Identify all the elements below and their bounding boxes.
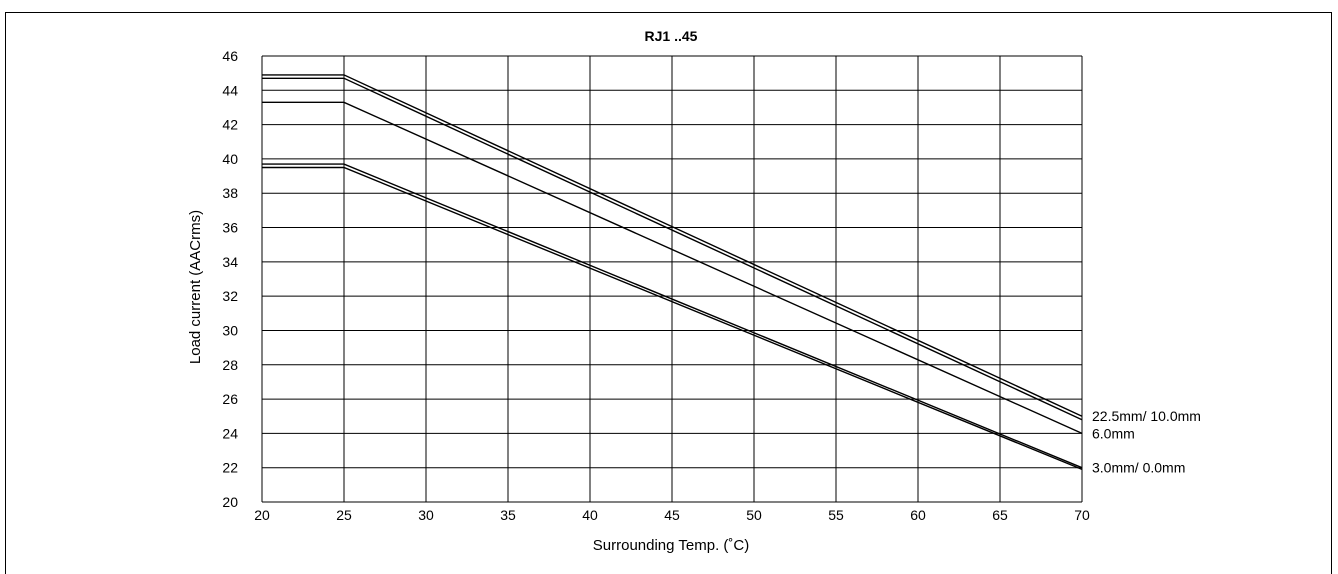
y-tick-label-3: 26 (222, 391, 238, 407)
y-tick-label-2: 24 (222, 425, 238, 441)
y-tick-label-5: 30 (222, 322, 238, 338)
series-annotation-2: 3.0mm/ 0.0mm (1092, 460, 1185, 476)
x-tick-labels: 20 25 30 35 40 45 50 55 60 65 70 (254, 507, 1090, 523)
y-tick-label-13: 46 (222, 48, 238, 64)
y-tick-label-12: 44 (222, 82, 238, 98)
series-line-4 (262, 166, 1083, 471)
x-tick-label-6: 50 (746, 507, 762, 523)
y-axis-label: Load current (AACrms) (187, 210, 204, 364)
series-annotation-1: 6.0mm (1092, 425, 1135, 441)
x-axis-label: Surrounding Temp. (˚C) (593, 537, 749, 554)
x-tick-label-4: 40 (582, 507, 598, 523)
series-line-2 (262, 101, 1083, 435)
x-tick-label-5: 45 (664, 507, 680, 523)
x-tick-label-3: 35 (500, 507, 516, 523)
x-tick-label-9: 65 (992, 507, 1008, 523)
series-line-1 (262, 77, 1083, 421)
x-tick-label-0: 20 (254, 507, 270, 523)
y-tick-label-4: 28 (222, 357, 238, 373)
x-tick-label-10: 70 (1074, 507, 1090, 523)
x-tick-label-7: 55 (828, 507, 844, 523)
y-tick-labels: 20 22 24 26 28 30 32 34 36 38 40 42 44 46 (222, 48, 238, 510)
series-line-0 (262, 74, 1083, 417)
x-tick-label-2: 30 (418, 507, 434, 523)
series-annotation-0: 22.5mm/ 10.0mm (1092, 408, 1201, 424)
grid (261, 55, 1083, 503)
chart-frame (5, 12, 1332, 574)
chart-title: RJ1 ..45 (645, 28, 698, 44)
series-line-3 (262, 163, 1083, 469)
y-tick-label-8: 36 (222, 220, 238, 236)
x-tick-label-8: 60 (910, 507, 926, 523)
y-tick-label-6: 32 (222, 288, 238, 304)
y-tick-label-1: 22 (222, 460, 238, 476)
series-group (262, 74, 1083, 471)
y-tick-label-11: 42 (222, 117, 238, 133)
x-tick-label-1: 25 (336, 507, 352, 523)
y-tick-label-10: 40 (222, 151, 238, 167)
y-tick-label-9: 38 (222, 185, 238, 201)
y-tick-label-0: 20 (222, 494, 238, 510)
y-tick-label-7: 34 (222, 254, 238, 270)
